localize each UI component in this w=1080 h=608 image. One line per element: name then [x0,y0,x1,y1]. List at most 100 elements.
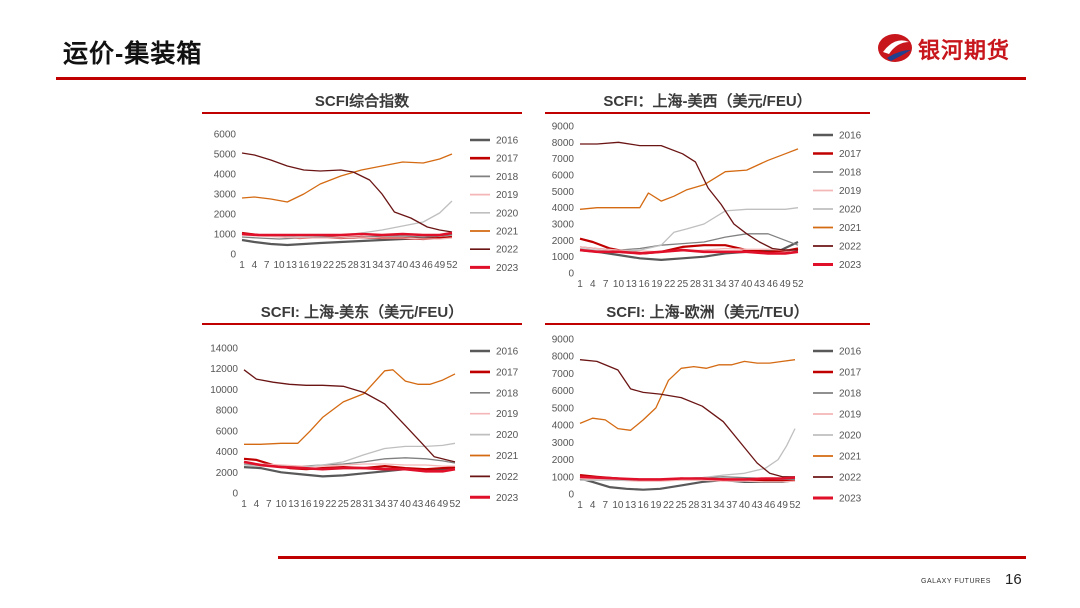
y-tick-label: 3000 [552,438,575,449]
series-line-2020 [580,428,796,481]
x-tick-label: 10 [612,500,624,511]
x-tick-label: 34 [372,260,384,271]
y-tick-label: 5000 [552,187,575,198]
x-tick-label: 28 [348,260,360,271]
chart-shanghai-europe: 9000 8000 7000 6000 5000 4000 3000 2000 1000 01 4 7… [552,335,862,512]
legend-label-2019: 2019 [496,190,519,201]
chart-panel-us-east: SCFI: 上海-美东（美元/FEU） 14000 12000 10000 8000 6… [202,301,522,516]
footer-brand: GALAXY FUTURES [921,578,991,585]
x-tick-label: 52 [789,500,801,511]
x-tick-label: 37 [728,279,740,290]
chart-panel-composite: SCFI综合指数 6000 5000 4000 3000 2000 1000 0 1 4 7 10 1… [202,90,522,290]
y-tick-label: 7000 [552,369,575,380]
legend-label-2020: 2020 [839,205,862,216]
x-tick-label: 19 [650,500,662,511]
legend-label-2018: 2018 [496,388,519,399]
series-line-2023 [243,460,456,473]
legend-label-2023: 2023 [839,260,862,271]
legend-label-2020: 2020 [839,431,862,442]
y-tick-label: 4000 [552,203,575,214]
y-tick-label: 14000 [210,344,238,355]
y-tick-label: 2000 [216,468,239,479]
x-tick-label: 13 [286,260,298,271]
footer-divider [278,556,1026,559]
legend-label-2016: 2016 [496,347,519,358]
y-tick-label: 7000 [552,154,575,165]
y-tick-label: 9000 [552,335,575,346]
x-tick-label: 4 [252,260,258,271]
y-tick-label: 6000 [216,426,239,437]
legend-label-2019: 2019 [496,409,519,420]
y-tick-label: 9000 [552,122,575,133]
x-tick-label: 46 [764,500,776,511]
y-tick-label: 0 [568,490,574,501]
x-tick-label: 31 [701,500,713,511]
y-tick-label: 3000 [214,190,237,201]
series-line-2021 [579,359,796,431]
series-line-2023 [579,475,796,481]
x-tick-label: 49 [780,279,792,290]
page-number: 16 [1005,571,1022,588]
y-tick-label: 1000 [552,252,575,263]
page-title: 运价-集装箱 [63,40,203,68]
chart-title-rule [202,323,522,325]
y-tick-label: 10000 [210,385,238,396]
brand-logo-icon [878,34,912,62]
chart-title-rule [545,112,870,114]
x-tick-label: 46 [425,499,437,510]
x-tick-label: 19 [651,279,663,290]
legend-label-2016: 2016 [496,136,519,147]
x-tick-label: 46 [767,279,779,290]
y-tick-label: 5000 [552,403,575,414]
chart-shanghai-us-west: 9000 8000 7000 6000 5000 4000 3000 2000 1000 01 4 7… [552,122,862,291]
x-tick-label: 52 [792,279,804,290]
x-tick-label: 7 [264,260,270,271]
legend-label-2023: 2023 [496,263,519,274]
x-tick-label: 22 [664,279,676,290]
x-tick-label: 7 [603,279,609,290]
x-tick-label: 46 [422,260,434,271]
chart-title-rule [202,112,522,114]
y-tick-label: 1000 [552,472,575,483]
chart-title: SCFI: 上海-美东（美元/FEU） [260,304,464,321]
y-tick-label: 0 [568,269,574,280]
x-tick-label: 31 [703,279,715,290]
x-tick-label: 37 [385,260,397,271]
x-tick-label: 43 [751,500,763,511]
x-tick-label: 22 [325,499,337,510]
x-tick-label: 4 [590,500,596,511]
y-tick-label: 1000 [214,230,237,241]
y-tick-label: 12000 [210,364,238,375]
x-tick-label: 28 [690,279,702,290]
series-line-2021 [241,153,453,203]
x-tick-label: 1 [241,499,247,510]
x-tick-label: 16 [300,499,312,510]
legend-label-2020: 2020 [496,430,519,441]
x-tick-label: 52 [446,260,458,271]
x-tick-label: 43 [754,279,766,290]
legend-label-2020: 2020 [496,208,519,219]
legend-label-2017: 2017 [496,154,519,165]
series-line-2021 [244,369,456,445]
legend-label-2016: 2016 [839,131,862,142]
chart-composite-index: 6000 5000 4000 3000 2000 1000 01 4 7 10 13 16 19 22 25… [214,130,519,274]
x-tick-label: 49 [437,499,449,510]
x-tick-label: 13 [288,499,300,510]
legend-label-2022: 2022 [496,245,519,256]
legend-label-2019: 2019 [839,410,862,421]
y-tick-label: 2000 [552,455,575,466]
legend-label-2021: 2021 [496,227,519,238]
y-tick-label: 8000 [552,138,575,149]
x-tick-label: 1 [577,500,583,511]
x-tick-label: 31 [360,260,372,271]
x-tick-label: 4 [590,279,596,290]
series-line-2022 [243,369,456,463]
chart-title: SCFI：上海-美西（美元/FEU） [603,93,812,110]
x-tick-label: 10 [613,279,625,290]
legend-label-2019: 2019 [839,186,862,197]
chart-title: SCFI综合指数 [314,93,410,110]
x-tick-label: 22 [663,500,675,511]
series-line-2022 [579,359,795,478]
x-tick-label: 16 [639,279,651,290]
y-tick-label: 8000 [216,406,239,417]
